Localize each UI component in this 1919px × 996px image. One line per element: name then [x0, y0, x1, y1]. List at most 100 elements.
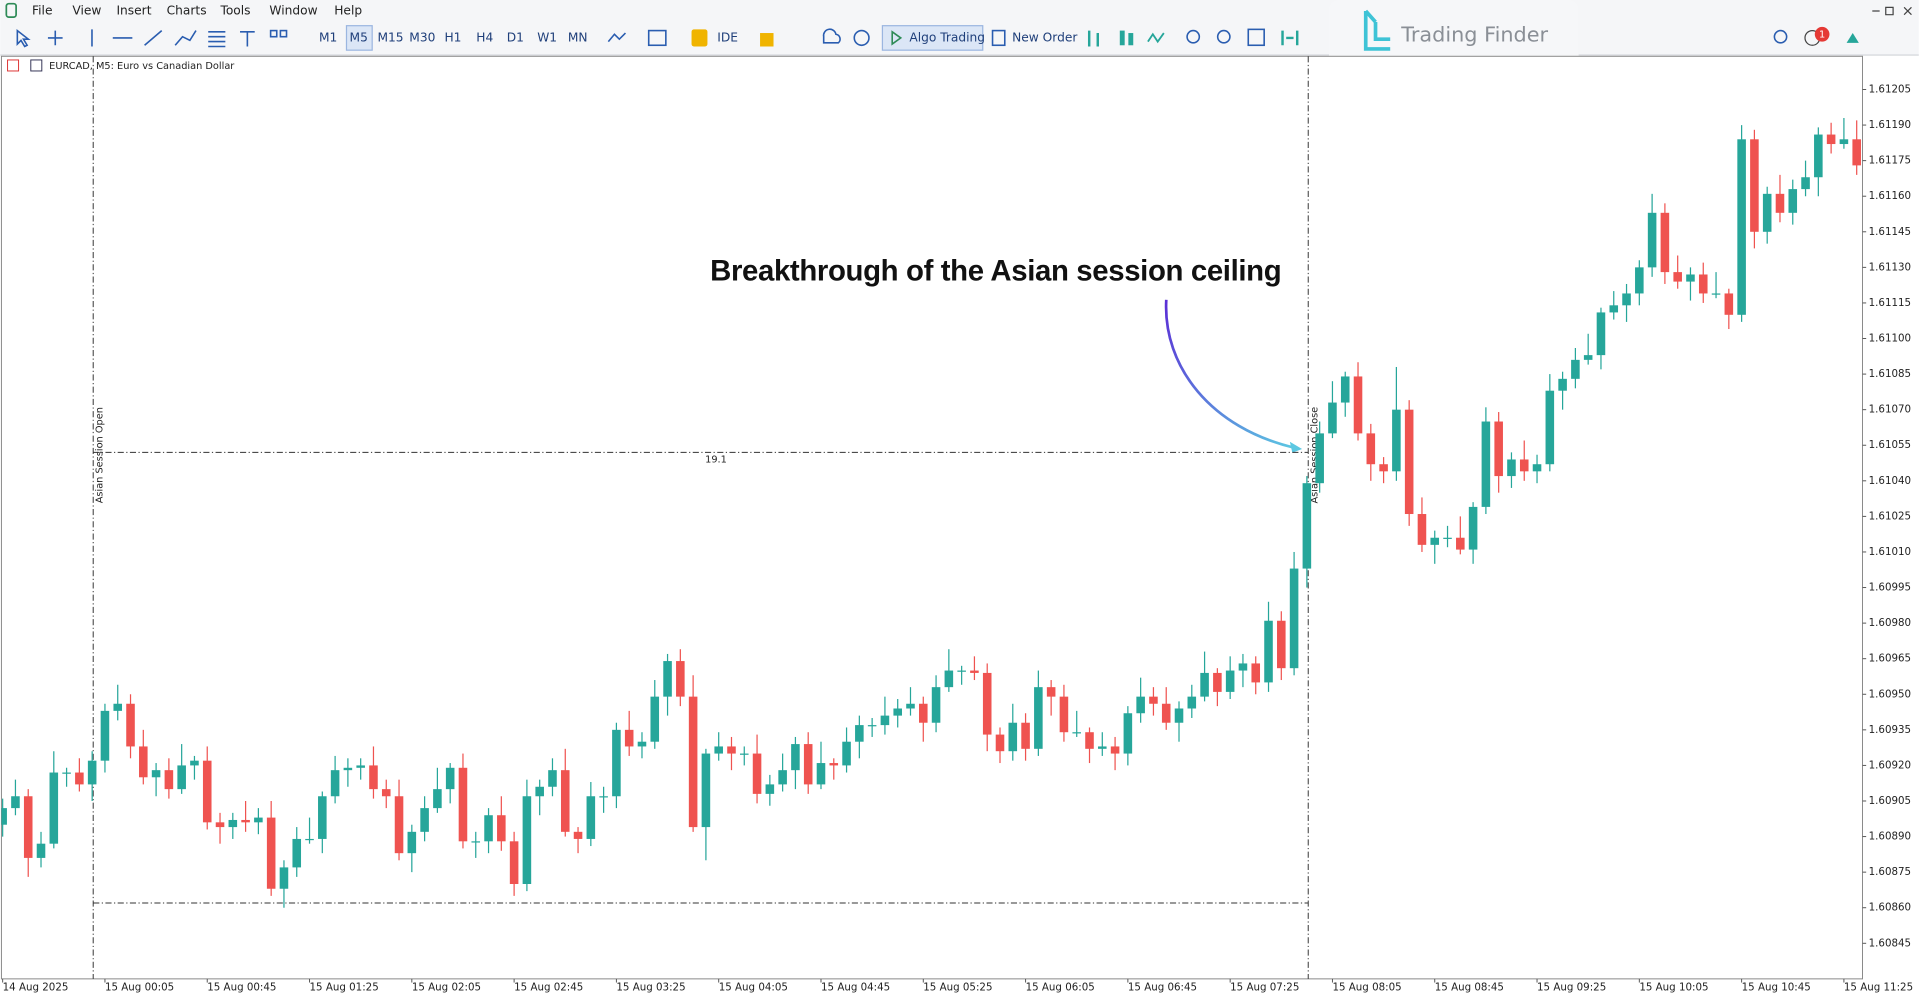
menu-item[interactable]: View: [72, 4, 101, 18]
window-controls[interactable]: [1872, 6, 1912, 16]
timeframe-button[interactable]: W1: [537, 30, 557, 44]
menu-item[interactable]: Window: [269, 4, 317, 18]
timeframe-button[interactable]: MN: [568, 30, 588, 44]
indicator-icon[interactable]: [607, 32, 627, 43]
candle-body: [23, 796, 33, 858]
menu-item[interactable]: Charts: [167, 4, 207, 18]
y-tick-label: 1.61055: [1869, 439, 1911, 451]
x-tick-label: 15 Aug 10:05: [1639, 981, 1708, 993]
cloud-icon[interactable]: [822, 28, 841, 44]
candle-body: [957, 670, 966, 672]
candle-body: [1635, 267, 1644, 294]
candle-body: [177, 765, 186, 790]
timeframe-button[interactable]: H4: [476, 30, 493, 44]
candle-body: [739, 753, 749, 755]
candles-icon-2[interactable]: [1128, 33, 1134, 46]
candle-body: [1315, 433, 1324, 484]
y-tick-label: 1.61100: [1869, 333, 1911, 345]
cursor-icon[interactable]: [16, 28, 31, 48]
line-chart-icon[interactable]: [1147, 32, 1165, 44]
timeframe-button[interactable]: D1: [507, 30, 524, 44]
candle-body: [1622, 293, 1631, 306]
y-tick-label: 1.60995: [1869, 582, 1911, 594]
zoom-out-icon[interactable]: [1216, 29, 1231, 44]
candle-body: [471, 841, 481, 843]
brand-logo: [1363, 9, 1391, 51]
algo-button[interactable]: [881, 25, 984, 51]
crosshair-icon[interactable]: [47, 30, 63, 46]
x-tick-label: 14 Aug 2025: [3, 981, 69, 993]
zoom-in-icon[interactable]: [1186, 29, 1201, 44]
candle-body: [164, 770, 174, 790]
new-order-label[interactable]: New Order: [1012, 30, 1078, 44]
timeframe-button[interactable]: M15: [377, 30, 403, 44]
chart-icon: [7, 59, 20, 72]
candle-body: [1456, 537, 1465, 550]
trendline-icon[interactable]: [144, 29, 163, 46]
scroll-icon[interactable]: [1281, 30, 1299, 46]
x-tick-label: 15 Aug 05:25: [923, 981, 992, 993]
bars-icon[interactable]: [1087, 30, 1099, 47]
y-tick-label: 1.60905: [1869, 795, 1911, 807]
menu-item[interactable]: Help: [334, 4, 362, 18]
candle-body: [1187, 696, 1197, 709]
candle-body: [87, 760, 97, 785]
y-tick-label: 1.60860: [1869, 902, 1911, 914]
candle-body: [573, 831, 583, 839]
candle-body: [1814, 134, 1823, 178]
arrow-head: [1289, 441, 1303, 453]
text-icon[interactable]: [240, 31, 255, 47]
chart: EURCAD, M5: Euro vs Canadian Dollar Asia…: [0, 55, 1913, 993]
candle-body: [1609, 305, 1619, 313]
timeframe-button[interactable]: M30: [409, 30, 435, 44]
candles-icon[interactable]: [1119, 30, 1125, 46]
candle-body: [420, 808, 429, 832]
candle-body: [637, 741, 647, 747]
algo-trading-label[interactable]: Algo Trading: [909, 30, 985, 44]
vps-icon[interactable]: [853, 29, 870, 47]
y-tick-label: 1.60845: [1869, 937, 1911, 949]
candle-body: [918, 703, 928, 723]
signal-icon[interactable]: [1846, 33, 1859, 43]
shapes-icon[interactable]: [269, 29, 278, 38]
candle-body: [1852, 139, 1861, 166]
shapes-icon-2[interactable]: [279, 29, 288, 38]
menu-item[interactable]: File: [32, 4, 52, 18]
y-tick-label: 1.61130: [1869, 261, 1911, 273]
menu-item[interactable]: Tools: [219, 4, 250, 18]
channel-icon[interactable]: [174, 30, 197, 46]
candle-body: [36, 843, 46, 858]
candle-body: [100, 710, 110, 761]
timeframe-button[interactable]: M1: [319, 30, 337, 44]
fibo-icon[interactable]: [208, 31, 226, 48]
candle-body: [586, 796, 596, 839]
candle-body: [650, 696, 660, 742]
ide-button[interactable]: IDE: [717, 30, 738, 44]
y-tick-label: 1.60875: [1869, 866, 1911, 878]
session-close-label: Asian Session Close: [1309, 407, 1320, 504]
candle-body: [369, 765, 378, 790]
x-tick-label: 15 Aug 11:25: [1844, 981, 1913, 993]
dollar-icon[interactable]: [691, 29, 708, 47]
candle-body: [1404, 409, 1414, 515]
order-icon[interactable]: [991, 29, 1006, 47]
template-icon[interactable]: [647, 29, 667, 47]
candle-body: [1021, 722, 1030, 749]
menu-item[interactable]: Insert: [116, 4, 151, 18]
x-tick-label: 15 Aug 06:45: [1128, 981, 1197, 993]
candle-body: [612, 729, 621, 797]
market-icon[interactable]: [760, 33, 774, 47]
candle-body: [1711, 293, 1721, 295]
x-tick-label: 15 Aug 02:45: [514, 981, 583, 993]
notification-count: 1: [1819, 29, 1825, 40]
candle-body: [1340, 376, 1350, 403]
candle-body: [1008, 722, 1018, 752]
search-icon[interactable]: [1773, 29, 1788, 44]
tile-icon[interactable]: [1247, 28, 1265, 47]
candle-body: [1660, 212, 1670, 273]
x-tick-label: 15 Aug 08:05: [1332, 981, 1401, 993]
candle-body: [1174, 708, 1184, 723]
timeframe-button[interactable]: H1: [444, 30, 461, 44]
timeframe-button[interactable]: M5: [350, 30, 368, 44]
